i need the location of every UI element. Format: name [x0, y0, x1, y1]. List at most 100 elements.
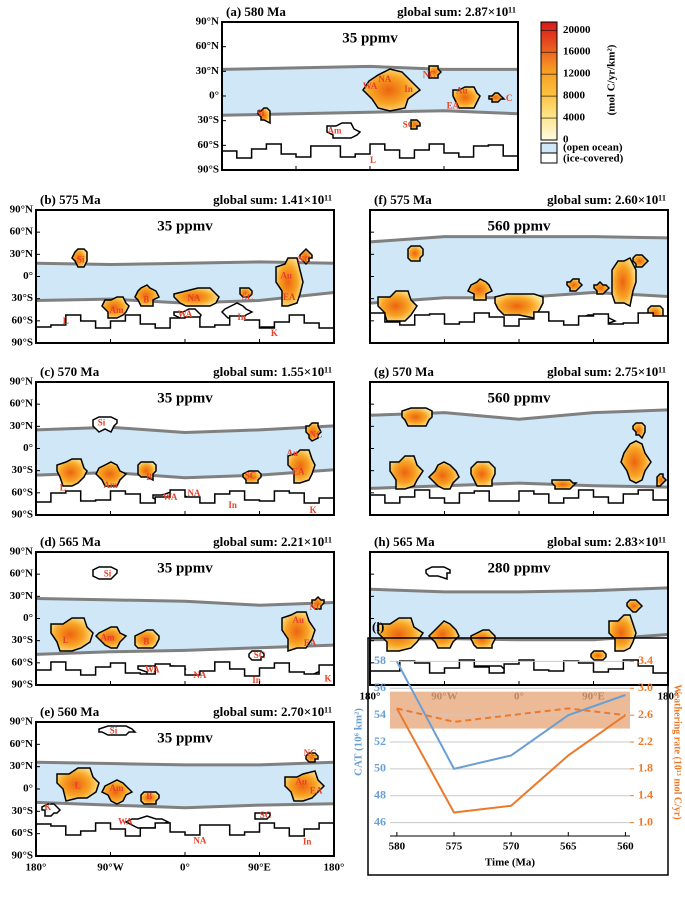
- continent: [281, 611, 316, 653]
- lat-label: 90°N: [10, 204, 33, 216]
- co2-level: 35 ppmv: [157, 560, 213, 576]
- continent: [50, 617, 94, 652]
- line-chart: (i) 46 48 50 52 54 56 58 1.0 1.4 1.8 2.2 2.6 3.0 3.4 58…: [353, 619, 683, 876]
- polar-land: [36, 822, 334, 856]
- region-label: Am: [109, 305, 123, 315]
- map-panel: Si NC Au EA L Am B SC WA NA In K (d) 565 Ma global su…: [10, 534, 335, 691]
- lat-label: 30°S: [11, 805, 33, 817]
- y-tick-label: 54: [374, 707, 386, 721]
- region-label: Si: [104, 569, 112, 579]
- region-label: NC: [310, 429, 323, 439]
- lon-label: 0°: [180, 862, 190, 874]
- map-body: [36, 552, 334, 685]
- lat-label: 60°N: [10, 226, 33, 238]
- lat-label: 30°S: [11, 464, 33, 476]
- x-tick-label: 570: [503, 841, 520, 853]
- lat-label: 60°S: [11, 827, 33, 839]
- panel-label: (b) 575 Ma: [40, 192, 101, 207]
- lon-label: 180°: [324, 862, 345, 874]
- polar-land: [370, 489, 668, 515]
- region-label: NA: [378, 74, 391, 84]
- co2-level: 35 ppmv: [157, 730, 213, 746]
- continent: [287, 449, 316, 484]
- continent: [92, 566, 118, 580]
- region-label: NA: [193, 835, 206, 845]
- polar-land: [36, 314, 334, 343]
- region-label: L: [60, 482, 66, 492]
- map-panel: Si NC Au EA SC L Am B WA NA In K (c) 570 Ma global su…: [10, 364, 335, 521]
- colorbar-label: 20000: [563, 24, 591, 36]
- continent: [428, 65, 443, 79]
- global-sum: global sum: 2.83×10¹¹: [547, 534, 666, 549]
- region-label: EA: [304, 638, 317, 648]
- continent: [427, 461, 460, 490]
- ice-line: [370, 235, 668, 244]
- panel-label: (h) 565 Ma: [374, 534, 435, 549]
- lat-label: 90°N: [10, 546, 33, 558]
- region-label: NA: [193, 670, 206, 680]
- ice-line: [36, 643, 334, 656]
- lon-label: 180°: [26, 862, 47, 874]
- global-sum: global sum: 2.70×10¹¹: [213, 704, 332, 719]
- region-label: In: [252, 675, 261, 685]
- panel-label: (g) 570 Ma: [374, 364, 434, 379]
- region-label: WA: [163, 492, 178, 502]
- y2-tick-label: 3.4: [638, 653, 653, 667]
- lat-label: 0°: [23, 783, 33, 795]
- region-label: Au: [295, 776, 307, 786]
- lat-label: 30°S: [11, 292, 33, 304]
- continent: [134, 629, 160, 649]
- continent: [407, 245, 424, 262]
- region-label: B: [143, 637, 149, 647]
- continent: [470, 629, 496, 649]
- panel-label: (i): [372, 619, 384, 634]
- region-label: B: [146, 472, 152, 482]
- region-label: EA: [310, 786, 323, 796]
- region-label: L: [63, 635, 69, 645]
- y2-tick-label: 1.4: [638, 787, 653, 801]
- region-label: WA: [145, 664, 160, 674]
- y2-tick-label: 1.0: [638, 814, 653, 828]
- y-tick-label: 50: [374, 761, 386, 775]
- lat-label: 60°N: [10, 398, 33, 410]
- lat-label: 90°N: [10, 716, 33, 728]
- region-label: Au: [281, 271, 293, 281]
- continent: [311, 595, 325, 610]
- region-label: NC: [423, 69, 436, 79]
- y2-tick-label: 1.8: [638, 761, 653, 775]
- continent: [275, 257, 304, 307]
- x-tick-label: 560: [617, 841, 634, 853]
- region-label: NC: [298, 255, 311, 265]
- lat-label: 90°S: [11, 509, 33, 521]
- region-label: Si: [98, 417, 106, 427]
- y-tick-label: 48: [374, 787, 386, 801]
- region-label: C: [506, 93, 513, 103]
- region-label: Au: [456, 86, 468, 96]
- continent: [488, 92, 506, 103]
- region-label: SC: [245, 470, 257, 480]
- lat-label: 0°: [209, 90, 219, 102]
- continent: [101, 296, 130, 319]
- x-axis-title: Time (Ma): [485, 857, 536, 869]
- lat-label: 90°S: [11, 337, 33, 349]
- series-line: [395, 660, 626, 771]
- lat-label: 90°S: [11, 850, 33, 862]
- ice-line: [36, 760, 334, 767]
- region-label: K: [44, 802, 51, 812]
- region-label: SC: [254, 650, 266, 660]
- region-label: NA: [187, 293, 200, 303]
- lat-label: 90°S: [197, 164, 219, 176]
- continent: [620, 440, 652, 484]
- ocean-swatch: [540, 142, 558, 154]
- lat-label: 90°S: [11, 679, 33, 691]
- continent: [656, 473, 668, 487]
- continent: [425, 566, 451, 581]
- continent: [92, 416, 118, 434]
- lat-label: 60°N: [10, 568, 33, 580]
- y2-tick-label: 2.6: [638, 707, 653, 721]
- region-label: EA: [283, 292, 296, 302]
- lat-label: 90°N: [196, 16, 219, 28]
- region-label: SC: [242, 292, 254, 302]
- region-label: L: [75, 780, 81, 790]
